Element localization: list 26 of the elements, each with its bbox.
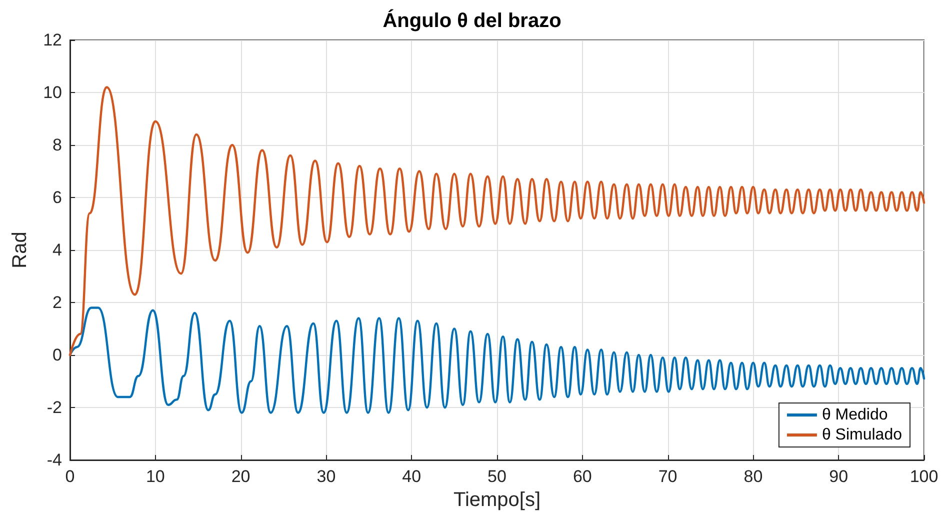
x-tick-label: 50 bbox=[488, 467, 506, 486]
y-tick-label: 2 bbox=[52, 293, 62, 312]
x-axis-title: Tiempo[s] bbox=[453, 489, 541, 511]
x-tick-label: 0 bbox=[65, 467, 75, 486]
x-tick-label: 70 bbox=[658, 467, 678, 486]
x-tick-label: 80 bbox=[744, 467, 763, 486]
x-tick-label: 10 bbox=[146, 467, 165, 486]
legend-label: θ Medido bbox=[822, 406, 888, 424]
y-tick-label: 0 bbox=[52, 346, 62, 364]
line-series bbox=[68, 86, 926, 356]
x-tick-label: 90 bbox=[829, 467, 848, 486]
y-tick-label: -4 bbox=[46, 450, 62, 470]
y-tick-label: 8 bbox=[52, 136, 62, 154]
x-tick-label: 30 bbox=[316, 467, 336, 486]
x-tick-label: 20 bbox=[231, 467, 250, 486]
x-tick-label: 40 bbox=[402, 467, 422, 486]
y-tick-label: 10 bbox=[43, 83, 62, 102]
y-axis-title: Rad bbox=[9, 232, 31, 268]
x-tick-label: 100 bbox=[910, 467, 938, 486]
y-tick-label: -2 bbox=[46, 398, 62, 417]
y-tick-label: 12 bbox=[43, 30, 62, 50]
x-tick-label: 60 bbox=[572, 467, 592, 486]
y-tick-label: 6 bbox=[52, 188, 62, 207]
y-tick-label: 4 bbox=[52, 240, 62, 260]
legend-label: θ Simulado bbox=[822, 426, 902, 444]
chart-title: Ángulo θ del brazo bbox=[382, 9, 562, 32]
